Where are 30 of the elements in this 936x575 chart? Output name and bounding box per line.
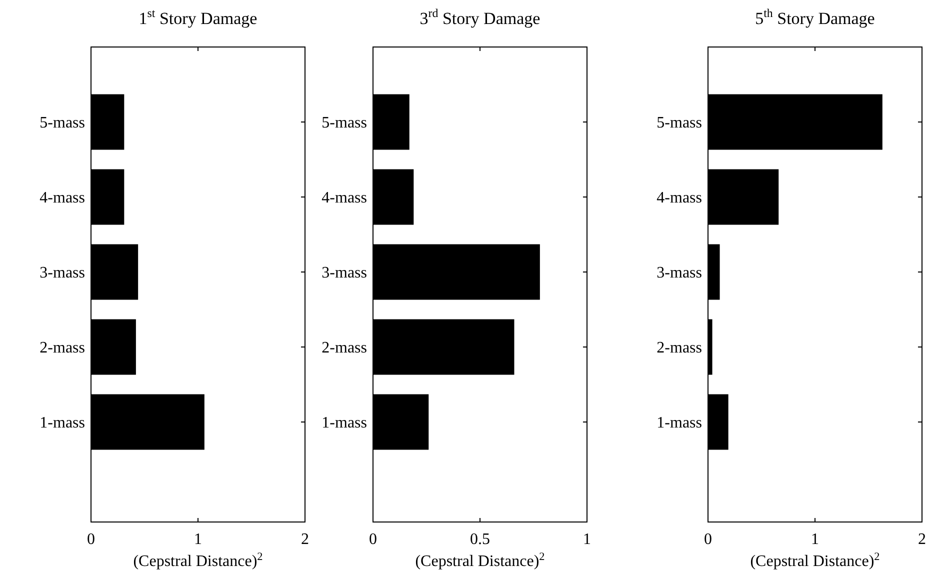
y-tick-label: 1-mass [40, 414, 85, 432]
y-tick-label: 4-mass [40, 190, 85, 207]
chart-title: 1$^{st}$ Story Damage [138, 6, 258, 28]
y-tick-label: 2-mass [656, 340, 702, 357]
y-tick-label: 2-mass [322, 340, 367, 357]
y-tick-label: 5-mass [40, 114, 85, 132]
x-tick-label: 1 [583, 531, 591, 548]
y-tick-label: 5-mass [322, 114, 367, 132]
x-tick-label: 0 [704, 531, 712, 548]
y-tick-label: 4-mass [656, 190, 702, 207]
y-tick-label: 3-mass [40, 264, 85, 282]
x-axis-title: (Cepstral Distance)$^{2}$ [415, 551, 545, 570]
x-tick-label: 2 [301, 531, 309, 548]
x-axis-title: (Cepstral Distance)$^{2}$ [750, 551, 880, 570]
y-tick-label: 1-mass [656, 414, 702, 432]
y-tick-label: 4-mass [322, 190, 367, 207]
x-tick-label: 1 [811, 531, 819, 548]
y-tick-label: 5-mass [656, 114, 702, 132]
x-tick-label: 0 [87, 531, 95, 548]
y-tick-label: 1-mass [322, 414, 367, 432]
y-tick-label: 3-mass [322, 264, 367, 282]
y-tick-label: 3-mass [656, 264, 702, 282]
x-tick-label: 2 [918, 531, 926, 548]
x-axis-title: (Cepstral Distance)$^{2}$ [133, 551, 263, 570]
x-tick-label: 1 [194, 531, 202, 548]
x-tick-label: 0 [369, 531, 377, 548]
chart-title: 3$^{rd}$ Story Damage [420, 6, 540, 28]
chart-title: 5$^{th}$ Story Damage [755, 6, 875, 28]
x-tick-label: 0.5 [470, 531, 490, 548]
y-tick-label: 2-mass [40, 340, 85, 357]
